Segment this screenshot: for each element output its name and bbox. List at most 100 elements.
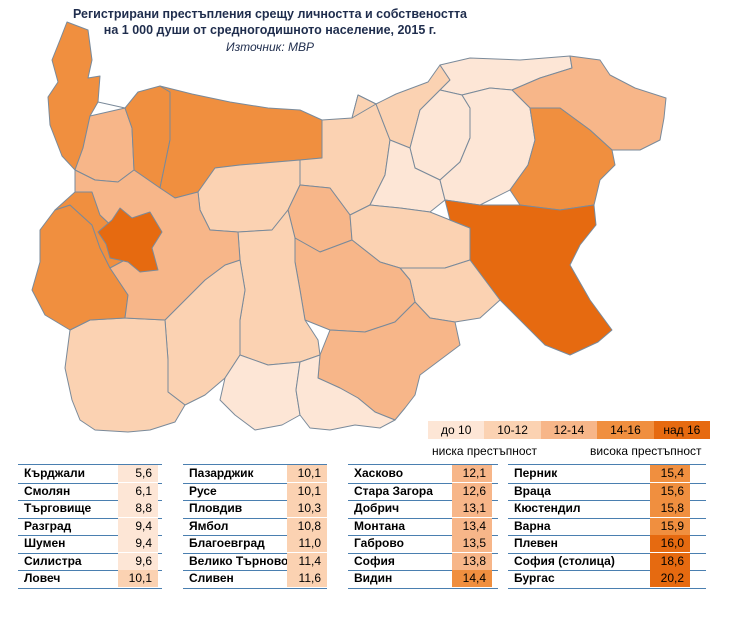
map-title: Регистрирани престъпления срещу личностт… [60, 6, 480, 38]
table-divider [183, 464, 327, 465]
table-row: Перник 15,4 [508, 465, 706, 482]
region-value: 13,5 [452, 535, 492, 552]
region-name: Варна [514, 518, 551, 533]
region-value: 10,1 [118, 570, 158, 587]
region-name: Пловдив [189, 501, 243, 515]
legend-item-nad16: над 16 [653, 421, 711, 439]
table-row: Благоевград 11,0 [183, 535, 327, 552]
region-value: 9,4 [118, 535, 158, 552]
table-row: Сливен 11,6 [183, 570, 327, 587]
region-name: Бургас [514, 571, 555, 585]
table-row: Русе 10,1 [183, 482, 327, 500]
region-name: Ловеч [24, 571, 61, 585]
legend-item-14-16: 14-16 [597, 421, 654, 439]
region-name: Габрово [354, 536, 404, 550]
region-value: 13,8 [452, 552, 492, 570]
table-divider [183, 552, 327, 554]
table-row: Кърджали 5,6 [18, 465, 162, 482]
region-name: Пазарджик [189, 466, 254, 480]
table-divider [18, 552, 162, 554]
table-row: Добрич 13,1 [348, 500, 498, 517]
region-value: 18,6 [650, 552, 690, 570]
table-divider [183, 570, 327, 571]
region-value: 12,6 [452, 482, 492, 500]
region-name: Русе [189, 483, 217, 498]
table-divider [183, 587, 327, 589]
region-name: Благоевград [189, 536, 265, 550]
table-divider [183, 535, 327, 536]
region-value: 14,4 [452, 570, 492, 587]
table-divider [508, 500, 706, 501]
title-line-1: Регистрирани престъпления срещу личностт… [72, 7, 468, 21]
region-value: 10,8 [287, 517, 327, 535]
region-shumen[interactable] [439, 87, 536, 206]
table-divider [348, 482, 498, 484]
region-name: Търговище [24, 501, 92, 515]
table-divider [348, 464, 498, 465]
table-row: Велико Търново 11,4 [183, 552, 327, 570]
region-value: 5,6 [118, 465, 158, 482]
region-name: Смолян [24, 483, 71, 498]
table-row: Кюстендил 15,8 [508, 500, 706, 517]
table-row: София 13,8 [348, 552, 498, 570]
region-name: София [354, 553, 395, 568]
region-value: 15,6 [650, 482, 690, 500]
region-name: Кърджали [24, 466, 86, 480]
region-name: Враца [514, 483, 551, 498]
table-divider [18, 464, 162, 465]
table-row: Стара Загора 12,6 [348, 482, 498, 500]
region-name: Монтана [354, 518, 406, 533]
region-name: Плевен [514, 536, 558, 550]
region-value: 20,2 [650, 570, 690, 587]
table-row: Пазарджик 10,1 [183, 465, 327, 482]
table-divider [18, 587, 162, 589]
table-divider [508, 535, 706, 536]
table-divider [183, 482, 327, 484]
table-divider [508, 552, 706, 554]
table-divider [183, 517, 327, 519]
table-row: Пловдив 10,3 [183, 500, 327, 517]
region-value: 15,4 [650, 465, 690, 482]
region-name: Разград [24, 518, 72, 533]
table-divider [508, 464, 706, 465]
region-value: 10,3 [287, 500, 327, 517]
table-divider [183, 500, 327, 501]
table-divider [348, 570, 498, 571]
region-value: 9,6 [118, 552, 158, 570]
region-value: 13,1 [452, 500, 492, 517]
region-sofia-capital[interactable] [97, 207, 163, 273]
region-value: 12,1 [452, 465, 492, 482]
table-row: Монтана 13,4 [348, 517, 498, 535]
table-row: Смолян 6,1 [18, 482, 162, 500]
table-row: Враца 15,6 [508, 482, 706, 500]
source-label: Източник: МВР [226, 40, 314, 54]
table-row: Ловеч 10,1 [18, 570, 162, 587]
region-kardzhali[interactable] [295, 354, 396, 431]
table-row: Плевен 16,0 [508, 535, 706, 552]
table-divider [508, 570, 706, 571]
table-row: Габрово 13,5 [348, 535, 498, 552]
table-divider [348, 500, 498, 501]
table-row: Бургас 20,2 [508, 570, 706, 587]
region-name: Шумен [24, 536, 66, 550]
legend-high-label: висока престъпност [590, 444, 702, 458]
table-divider [18, 570, 162, 571]
table-divider [18, 482, 162, 484]
region-dobrich[interactable] [511, 55, 667, 151]
region-value: 9,4 [118, 517, 158, 535]
region-value: 10,1 [287, 482, 327, 500]
table-row: Хасково 12,1 [348, 465, 498, 482]
table-divider [508, 482, 706, 484]
legend-low-label: ниска престъпност [432, 444, 537, 458]
region-value: 11,0 [287, 535, 327, 552]
region-name: Добрич [354, 501, 400, 515]
region-value: 8,8 [118, 500, 158, 517]
region-value: 6,1 [118, 482, 158, 500]
region-name: Ямбол [189, 518, 229, 533]
legend-item-12-14: 12-14 [540, 421, 598, 439]
table-divider [348, 552, 498, 554]
table-row: София (столица) 18,6 [508, 552, 706, 570]
region-name: Велико Търново [189, 553, 289, 568]
table-divider [18, 535, 162, 536]
